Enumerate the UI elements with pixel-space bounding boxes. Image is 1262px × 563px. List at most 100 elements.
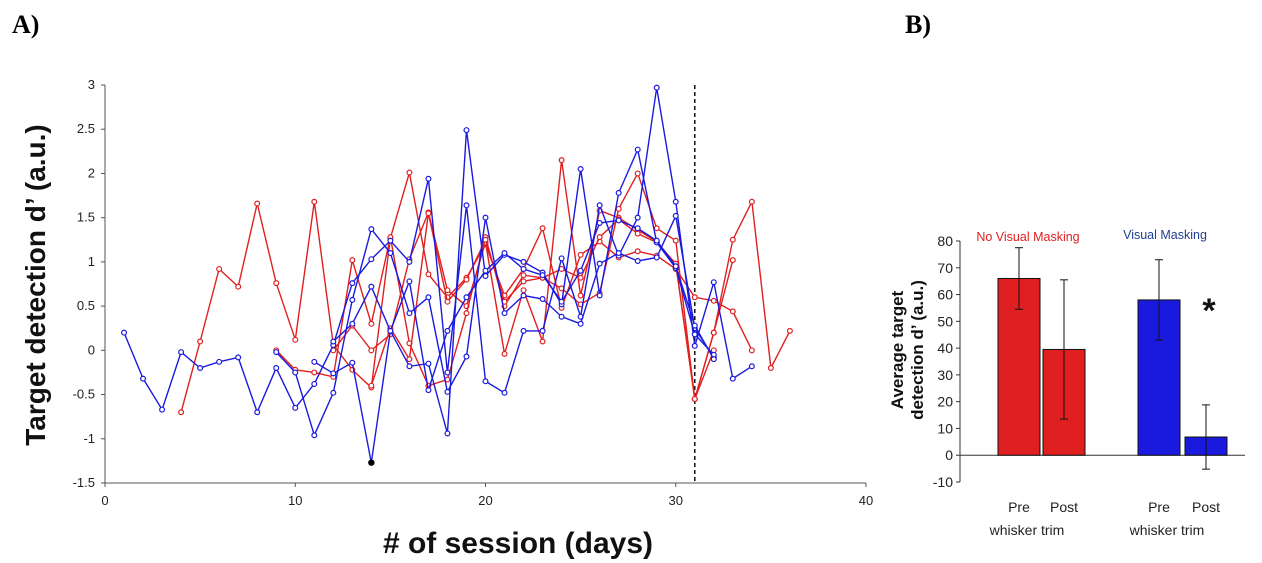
data-point bbox=[425, 271, 432, 278]
data-point bbox=[653, 84, 660, 91]
data-point bbox=[482, 267, 489, 274]
data-point bbox=[501, 250, 508, 257]
data-point bbox=[520, 292, 527, 299]
data-point bbox=[672, 263, 679, 270]
data-point bbox=[292, 336, 299, 343]
data-point bbox=[368, 283, 375, 290]
data-point bbox=[539, 225, 546, 232]
data-point bbox=[558, 313, 565, 320]
data-point bbox=[672, 237, 679, 244]
series-line-blue-7 bbox=[332, 219, 715, 391]
data-point bbox=[577, 292, 584, 299]
data-point bbox=[615, 205, 622, 212]
data-point bbox=[444, 369, 451, 376]
data-point bbox=[311, 369, 318, 376]
data-point bbox=[520, 327, 527, 334]
data-point bbox=[425, 360, 432, 367]
data-point bbox=[596, 260, 603, 267]
data-point bbox=[577, 251, 584, 258]
data-point bbox=[710, 279, 717, 286]
data-point bbox=[406, 169, 413, 176]
data-point bbox=[406, 310, 413, 317]
data-point bbox=[653, 225, 660, 232]
data-point bbox=[235, 283, 242, 290]
data-point bbox=[444, 388, 451, 395]
x-axis-label: # of session (days) bbox=[383, 527, 653, 560]
data-point bbox=[121, 329, 128, 336]
data-point bbox=[558, 298, 565, 305]
data-point bbox=[596, 292, 603, 299]
data-point bbox=[349, 280, 356, 287]
data-point bbox=[615, 217, 622, 224]
y-tick-label: -1 bbox=[83, 431, 95, 446]
data-point bbox=[729, 375, 736, 382]
x-tick-label: 40 bbox=[859, 493, 873, 508]
data-point bbox=[539, 296, 546, 303]
series-line-red-3 bbox=[370, 213, 734, 400]
data-point bbox=[748, 363, 755, 370]
data-point bbox=[482, 273, 489, 280]
y-tick-label: 2.5 bbox=[77, 121, 95, 136]
data-point bbox=[520, 258, 527, 265]
data-point bbox=[140, 375, 147, 382]
data-point bbox=[482, 214, 489, 221]
data-point bbox=[558, 157, 565, 164]
data-point bbox=[463, 127, 470, 134]
data-point bbox=[558, 255, 565, 262]
data-point bbox=[520, 278, 527, 285]
data-point bbox=[368, 382, 375, 389]
data-point bbox=[596, 219, 603, 226]
data-point bbox=[653, 254, 660, 261]
data-point bbox=[520, 265, 527, 272]
data-point bbox=[425, 210, 432, 217]
data-point bbox=[368, 347, 375, 354]
data-point bbox=[349, 359, 356, 366]
data-point bbox=[254, 409, 261, 416]
data-point bbox=[482, 378, 489, 385]
data-point bbox=[672, 212, 679, 219]
data-point bbox=[254, 200, 261, 207]
data-point bbox=[406, 258, 413, 265]
data-point bbox=[425, 387, 432, 394]
series-line-blue-4 bbox=[123, 87, 753, 415]
data-point bbox=[292, 369, 299, 376]
data-point bbox=[577, 166, 584, 173]
data-point bbox=[482, 236, 489, 243]
x-tick-label: 10 bbox=[288, 493, 302, 508]
data-point bbox=[311, 380, 318, 387]
y-tick-label: -1.5 bbox=[73, 475, 95, 490]
data-point bbox=[387, 237, 394, 244]
data-point bbox=[634, 170, 641, 177]
data-point bbox=[406, 278, 413, 285]
data-point bbox=[273, 280, 280, 287]
data-point bbox=[330, 370, 337, 377]
data-point bbox=[406, 356, 413, 363]
y-tick-label: 2 bbox=[88, 165, 95, 180]
data-point bbox=[387, 250, 394, 257]
data-point bbox=[729, 257, 736, 264]
data-point bbox=[539, 338, 546, 345]
data-point bbox=[444, 298, 451, 305]
data-point bbox=[691, 294, 698, 301]
data-point bbox=[463, 310, 470, 317]
series-line-blue-6 bbox=[313, 130, 715, 463]
data-point bbox=[577, 320, 584, 327]
data-point bbox=[634, 248, 641, 255]
data-point bbox=[691, 395, 698, 402]
y-tick-label: 1 bbox=[88, 254, 95, 269]
data-point bbox=[349, 257, 356, 264]
data-point bbox=[197, 365, 204, 372]
data-point bbox=[520, 287, 527, 294]
data-point bbox=[178, 349, 185, 356]
data-point bbox=[368, 320, 375, 327]
line-chart-axes: 0 10 20 30 40 -1.5 -1 -0.5 0 0.5 1 1.5 2 2.5 3 bbox=[73, 77, 874, 508]
data-point bbox=[596, 234, 603, 241]
data-point bbox=[349, 320, 356, 327]
x-tick-label: 30 bbox=[669, 493, 683, 508]
data-point bbox=[330, 389, 337, 396]
x-tick-label: 20 bbox=[478, 493, 492, 508]
data-point bbox=[729, 308, 736, 315]
data-point bbox=[653, 237, 660, 244]
data-point bbox=[672, 198, 679, 205]
